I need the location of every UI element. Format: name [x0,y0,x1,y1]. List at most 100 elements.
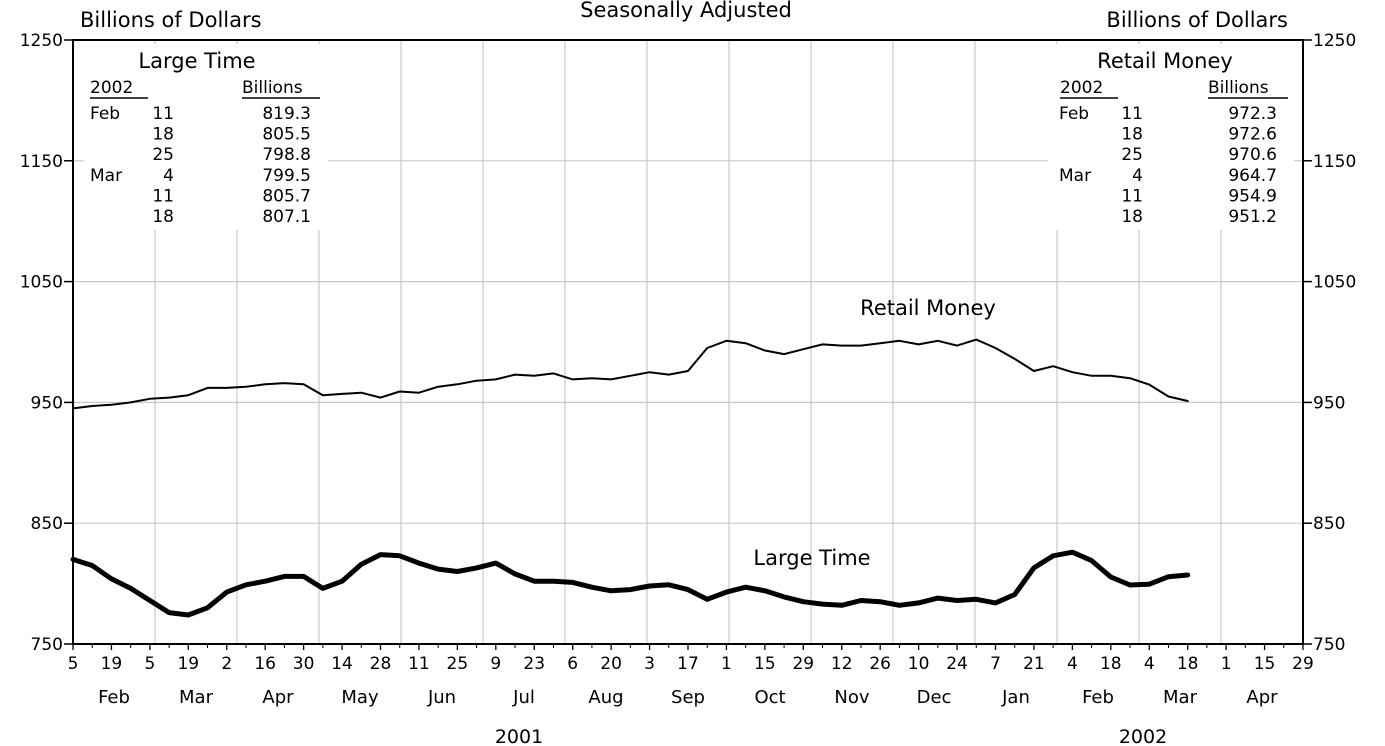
x-tick-label: 5 [68,654,79,674]
inset-row-day: 11 [152,186,174,206]
x-tick-label: 1 [721,654,732,674]
y-tick-label-left: 1150 [20,152,63,172]
x-tick-label: 24 [946,654,968,674]
x-month-label: Mar [1163,687,1198,708]
x-tick-label: 15 [1254,654,1276,674]
x-tick-label: 3 [644,654,655,674]
x-month-label: Nov [834,687,869,708]
x-tick-label: 26 [869,654,891,674]
x-month-label: Dec [917,687,952,708]
inset-row: 18 807.1 [152,207,311,227]
inset-row-day: 11 [152,104,174,124]
x-month-label: Jun [427,687,456,708]
inset-rows: Feb 11 972.3 18 972.6 25 970.6 Mar 4 964.7 11 954.9… [1059,104,1277,227]
inset-row-day: 11 [1121,104,1143,124]
inset-row-day: 4 [163,166,174,186]
inset-row: 18 805.5 [152,125,311,145]
inset-value-header: Billions [242,78,303,98]
y-tick-label-left: 850 [31,514,63,534]
inset-row-day: 25 [152,145,174,165]
x-tick-label: 25 [447,654,469,674]
x-tick-label: 4 [1144,654,1155,674]
large-time-inset-table: Large Time 2002 Billions Feb 11 819.3 18 805… [84,44,328,230]
inset-row-value: 798.8 [262,145,311,165]
inset-row-month: Mar [90,166,122,186]
inset-row: 25 970.6 [1121,145,1277,165]
x-month-label: Apr [1246,687,1278,708]
x-month-label: Aug [588,687,623,708]
inset-row-value: 805.5 [262,125,311,145]
x-month-label: Feb [1082,687,1114,708]
y-tick-label-left: 950 [31,393,63,413]
x-tick-label: 28 [370,654,392,674]
x-tick-label: 30 [293,654,315,674]
x-tick-label: 29 [792,654,814,674]
left-y-axis-label: Billions of Dollars [80,8,262,32]
x-tick-label: 2 [221,654,232,674]
large-time-series-label: Large Time [753,546,870,570]
year-label-2002: 2002 [1119,726,1167,746]
y-tick-label-left: 1050 [20,273,63,293]
x-tick-label: 11 [408,654,430,674]
x-tick-label: 20 [600,654,622,674]
x-tick-label: 7 [990,654,1001,674]
y-tick-label-right: 1150 [1313,152,1356,172]
inset-row-day: 25 [1121,145,1143,165]
inset-value-header: Billions [1208,78,1269,98]
x-tick-label: 23 [523,654,545,674]
x-tick-label: 19 [177,654,199,674]
x-tick-label: 19 [101,654,123,674]
x-tick-label: 10 [908,654,930,674]
x-month-label: Apr [262,687,294,708]
inset-row-month: Mar [1059,166,1091,186]
y-tick-label-right: 950 [1313,393,1345,413]
inset-row-day: 4 [1132,166,1143,186]
y-tick-label-right: 1250 [1313,31,1356,51]
inset-row: Feb 11 819.3 [90,104,311,124]
inset-row: 25 798.8 [152,145,311,165]
x-tick-label: 15 [754,654,776,674]
x-tick-label: 6 [567,654,578,674]
inset-row-value: 951.2 [1228,207,1277,227]
inset-row-value: 799.5 [262,166,311,186]
year-label-2001: 2001 [495,726,543,746]
x-month-label: May [341,687,379,708]
retail-money-inset-table: Retail Money 2002 Billions Feb 11 972.3 18 9… [1048,44,1294,230]
x-month-label: Oct [754,687,785,708]
series-line-retail-money [72,338,1189,410]
x-tick-label: 21 [1023,654,1045,674]
y-tick-label-left: 750 [31,635,63,655]
inset-year-header: 2002 [1060,78,1103,98]
x-tick-label: 29 [1292,654,1314,674]
x-month-label: Sep [671,687,705,708]
inset-row-value: 819.3 [262,104,311,124]
series-line-large-time [70,549,1191,618]
inset-row-value: 807.1 [262,207,311,227]
inset-row-value: 972.3 [1228,104,1277,124]
inset-row: Mar 4 964.7 [1059,166,1277,186]
inset-row-day: 18 [1121,207,1143,227]
inset-row-day: 11 [1121,186,1143,206]
inset-row: 11 954.9 [1121,186,1277,206]
x-tick-label: 17 [677,654,699,674]
x-tick-label: 12 [831,654,853,674]
inset-row-day: 18 [152,125,174,145]
x-tick-label: 5 [144,654,155,674]
x-tick-label: 18 [1177,654,1199,674]
inset-row: 18 951.2 [1121,207,1277,227]
inset-row-day: 18 [1121,125,1143,145]
y-tick-label-right: 750 [1313,635,1345,655]
inset-row-month: Feb [1059,104,1089,124]
inset-row-value: 805.7 [262,186,311,206]
series-lines [70,338,1191,618]
inset-year-header: 2002 [90,78,133,98]
inset-title: Retail Money [1097,49,1233,73]
x-tick-label: 14 [331,654,353,674]
y-tick-label-left: 1250 [20,31,63,51]
inset-title: Large Time [138,49,255,73]
inset-row-value: 972.6 [1228,125,1277,145]
inset-row: Mar 4 799.5 [90,166,311,186]
inset-row-value: 970.6 [1228,145,1277,165]
